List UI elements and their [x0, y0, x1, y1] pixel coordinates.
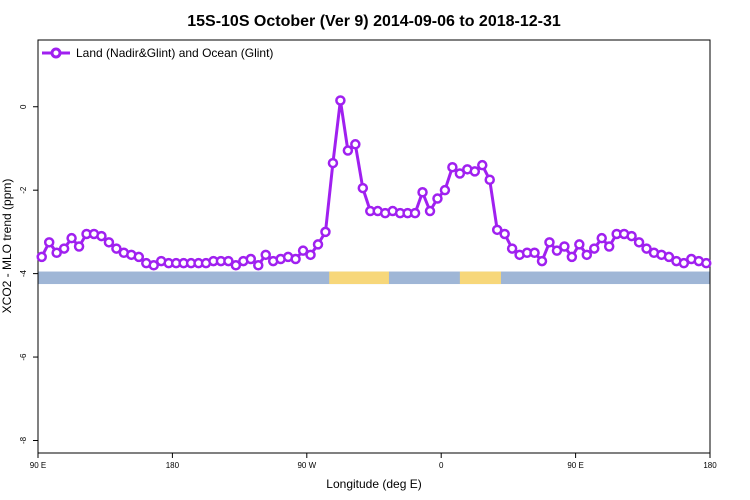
data-point: [491, 224, 503, 236]
x-tick-label: 180: [166, 461, 180, 470]
legend-point-marker: [50, 47, 62, 59]
x-tick-label: 90 E: [30, 461, 46, 470]
data-point: [506, 243, 518, 254]
data-point: [327, 157, 339, 169]
data-point: [454, 168, 466, 179]
x-axis: 90 E 180 90 W 0 90 E 180: [30, 453, 717, 470]
data-point: [447, 161, 458, 173]
x-tick-label: 90 E: [567, 461, 583, 470]
data-point: [350, 139, 361, 150]
y-axis-label: XCO2 - MLO trend (ppm): [0, 179, 14, 314]
chart-title: 15S-10S October (Ver 9) 2014-09-06 to 20…: [187, 13, 561, 30]
data-point: [499, 228, 510, 240]
land-band: [459, 271, 501, 285]
series-layer: [36, 95, 712, 271]
land-band: [329, 271, 389, 285]
data-point: [260, 249, 271, 261]
data-point: [603, 241, 615, 252]
data-point: [297, 245, 309, 256]
data-point: [51, 247, 62, 259]
legend: Land (Nadir&Glint) and Ocean (Glint): [42, 46, 273, 60]
x-tick-label: 180: [703, 461, 717, 470]
data-point: [529, 247, 540, 259]
y-tick-label: -6: [19, 353, 28, 361]
x-tick-label: 90 W: [297, 461, 316, 470]
data-point: [701, 257, 712, 269]
plot-frame: [37, 39, 711, 454]
data-point: [678, 257, 690, 269]
data-point: [133, 251, 145, 263]
data-point: [663, 251, 675, 263]
legend-label: Land (Nadir&Glint) and Ocean (Glint): [76, 46, 273, 60]
data-point: [230, 260, 242, 271]
x-tick-label: 0: [439, 461, 444, 470]
y-axis: 0 -2 -4 -6 -8: [19, 104, 38, 444]
data-point: [43, 237, 55, 248]
data-point: [551, 245, 563, 256]
data-point: [357, 182, 369, 194]
data-point: [103, 237, 115, 248]
y-tick-label: -8: [19, 436, 28, 444]
data-point: [544, 237, 555, 248]
data-point: [73, 241, 85, 252]
data-point: [305, 249, 316, 261]
data-point: [223, 255, 234, 267]
data-point: [484, 174, 495, 186]
data-point: [312, 239, 324, 250]
data-point: [96, 230, 107, 242]
data-point: [581, 249, 593, 261]
data-point: [36, 251, 47, 263]
data-point: [342, 145, 354, 156]
data-point: [633, 237, 645, 248]
data-point: [432, 193, 443, 204]
data-point: [253, 260, 264, 271]
data-point: [409, 207, 421, 219]
data-point: [566, 251, 578, 263]
data-point: [469, 166, 481, 177]
data-point: [596, 232, 607, 244]
data-point: [111, 243, 122, 254]
y-tick-label: -4: [19, 270, 28, 278]
data-point: [477, 159, 488, 171]
data-point: [626, 230, 637, 242]
data-point: [536, 255, 548, 267]
data-point: [424, 205, 436, 217]
data-point: [320, 226, 331, 238]
data-point: [245, 253, 257, 265]
y-tick-label: -2: [19, 186, 28, 194]
data-point: [290, 253, 301, 265]
surface-type-strip: [38, 271, 710, 285]
data-point: [559, 241, 570, 252]
data-point: [589, 243, 600, 254]
data-point: [66, 232, 77, 244]
data-point: [439, 184, 451, 196]
x-axis-label: Longitude (deg E): [326, 477, 421, 491]
data-point: [641, 243, 652, 254]
series-line: [40, 99, 707, 267]
data-point: [335, 95, 346, 106]
data-point: [574, 239, 585, 250]
y-tick-label: 0: [19, 104, 28, 109]
data-point: [148, 260, 159, 271]
data-point: [58, 243, 70, 254]
data-point: [417, 187, 428, 198]
